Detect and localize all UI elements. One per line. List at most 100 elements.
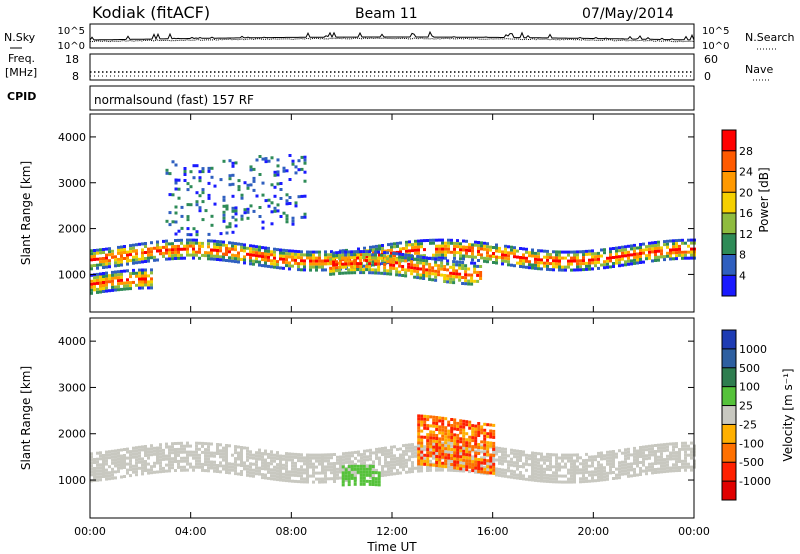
data-cell xyxy=(423,459,427,463)
data-cell xyxy=(141,242,144,246)
data-cell xyxy=(174,448,177,451)
data-cell xyxy=(447,462,450,466)
data-cell xyxy=(543,255,546,259)
data-cell xyxy=(678,457,681,460)
data-cell xyxy=(126,262,129,266)
data-cell xyxy=(357,247,360,251)
data-cell xyxy=(252,179,256,183)
data-cell xyxy=(111,276,114,280)
data-cell xyxy=(657,467,660,471)
time-axis: 00:00 04:00 08:00 12:00 16:00 20:00 00:00 xyxy=(74,114,710,538)
data-cell xyxy=(420,420,424,424)
data-cell xyxy=(405,240,408,244)
data-cell xyxy=(309,456,312,460)
data-cell xyxy=(237,242,240,246)
data-cell xyxy=(495,452,498,456)
colorbar-tick-label: 28 xyxy=(739,145,753,158)
data-cell xyxy=(371,253,375,257)
data-cell xyxy=(573,256,576,260)
data-cell xyxy=(684,444,687,448)
data-cell xyxy=(309,459,312,463)
data-cell xyxy=(471,252,474,256)
data-cell xyxy=(315,456,318,460)
data-cell xyxy=(105,271,108,275)
data-cell xyxy=(447,450,450,454)
data-cell xyxy=(411,452,414,456)
data-cell xyxy=(111,458,114,462)
data-cell xyxy=(294,171,298,175)
colorbar-frame xyxy=(721,329,737,501)
data-cell xyxy=(96,457,99,461)
data-cell xyxy=(120,457,123,461)
data-cell xyxy=(525,265,528,269)
data-cell xyxy=(375,450,378,454)
data-cell xyxy=(672,245,675,249)
data-cell xyxy=(615,452,618,456)
data-cell xyxy=(489,463,492,467)
data-cell xyxy=(681,465,684,469)
data-cell xyxy=(510,457,513,461)
data-cell xyxy=(465,462,469,466)
data-cell xyxy=(369,257,372,261)
data-cell xyxy=(531,466,534,470)
data-cell xyxy=(543,479,546,483)
data-cell xyxy=(660,461,663,465)
data-cell xyxy=(300,194,304,198)
data-cell xyxy=(558,268,561,272)
data-cell xyxy=(198,250,201,254)
data-cell xyxy=(492,444,496,448)
data-cell xyxy=(450,436,454,439)
data-cell xyxy=(159,470,162,474)
data-cell xyxy=(423,420,427,424)
data-cell xyxy=(195,456,198,460)
data-cell xyxy=(117,270,120,274)
data-cell xyxy=(243,181,247,185)
data-cell xyxy=(410,266,414,270)
data-cell xyxy=(102,284,105,287)
data-cell xyxy=(153,246,156,250)
data-cell xyxy=(318,259,321,263)
data-cell xyxy=(473,279,477,283)
data-cell xyxy=(492,462,496,466)
data-cell xyxy=(141,469,144,473)
data-cell xyxy=(171,245,174,249)
data-cell xyxy=(306,256,309,260)
data-cell xyxy=(417,466,420,470)
data-cell xyxy=(372,263,375,267)
data-cell xyxy=(132,249,135,253)
data-cell xyxy=(446,259,450,263)
data-cell xyxy=(600,254,603,258)
data-cell xyxy=(516,461,519,465)
data-cell xyxy=(150,247,153,251)
data-cell xyxy=(462,466,465,470)
data-cell xyxy=(486,463,489,467)
data-cell xyxy=(675,445,678,449)
data-cell xyxy=(261,252,264,256)
data-cell xyxy=(183,173,187,176)
data-cell xyxy=(366,255,369,259)
data-cell xyxy=(447,435,451,439)
data-cell xyxy=(585,452,588,456)
data-cell xyxy=(273,250,276,254)
data-cell xyxy=(306,459,309,463)
data-cell xyxy=(468,453,472,457)
data-cell xyxy=(213,451,216,455)
data-cell xyxy=(350,265,354,269)
data-cell xyxy=(654,247,657,250)
data-cell xyxy=(108,477,111,481)
data-cell xyxy=(144,260,147,263)
data-cell xyxy=(279,466,282,470)
data-cell xyxy=(360,456,363,460)
data-cell xyxy=(330,253,333,257)
data-cell xyxy=(204,469,207,473)
data-cell xyxy=(432,453,435,457)
data-cell xyxy=(210,239,213,243)
data-cell xyxy=(564,462,567,466)
data-cell xyxy=(492,461,495,465)
data-cell xyxy=(573,250,576,254)
data-cell xyxy=(648,447,651,451)
data-cell xyxy=(624,466,627,470)
data-cell xyxy=(423,462,427,466)
colorbar-tick-label: -500 xyxy=(739,456,764,469)
data-cell xyxy=(606,262,609,266)
